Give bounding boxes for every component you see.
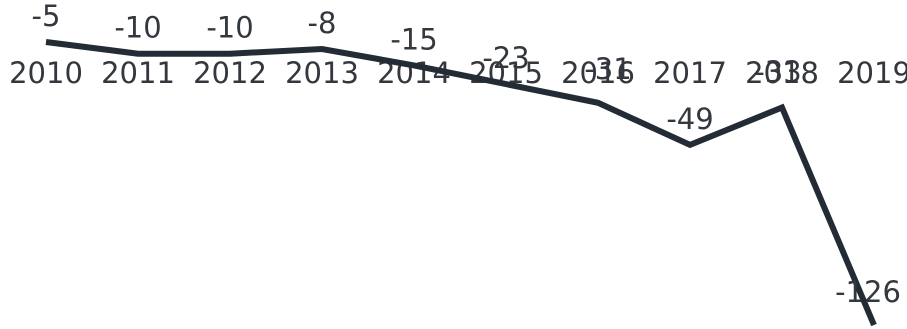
data-label-2017: -49	[666, 102, 713, 136]
x-tick-label-2011: 2011	[101, 56, 175, 90]
data-label-2014: -15	[390, 22, 437, 56]
data-label-2015: -23	[482, 41, 529, 75]
data-label-2012: -10	[206, 11, 253, 45]
x-tick-label-2013: 2013	[285, 56, 359, 90]
data-label-2011: -10	[114, 11, 161, 45]
x-tick-label-2019: 2019	[837, 56, 907, 90]
x-tick-label-2012: 2012	[193, 56, 267, 90]
x-tick-label-2016: 2016	[561, 56, 635, 90]
x-tick-label-2010: 2010	[9, 56, 83, 90]
data-label-2010: -5	[32, 0, 61, 33]
x-tick-label-2017: 2017	[653, 56, 727, 90]
data-label-2018: -33	[754, 55, 801, 89]
data-label-2013: -8	[308, 6, 337, 40]
data-label-2016: -31	[584, 52, 631, 86]
x-tick-label-2018: 2018	[745, 56, 819, 90]
data-label-2019: -126	[835, 275, 901, 309]
series-line-group	[45, 39, 877, 327]
data-labels: -5 -10 -10 -8 -15 -23 -31 -49 -33 -126	[32, 0, 901, 309]
x-axis-tick-labels: 2010 2011 2012 2013 2014 2015 2016 2017 2018 2019	[9, 56, 907, 90]
series-line	[45, 39, 877, 327]
